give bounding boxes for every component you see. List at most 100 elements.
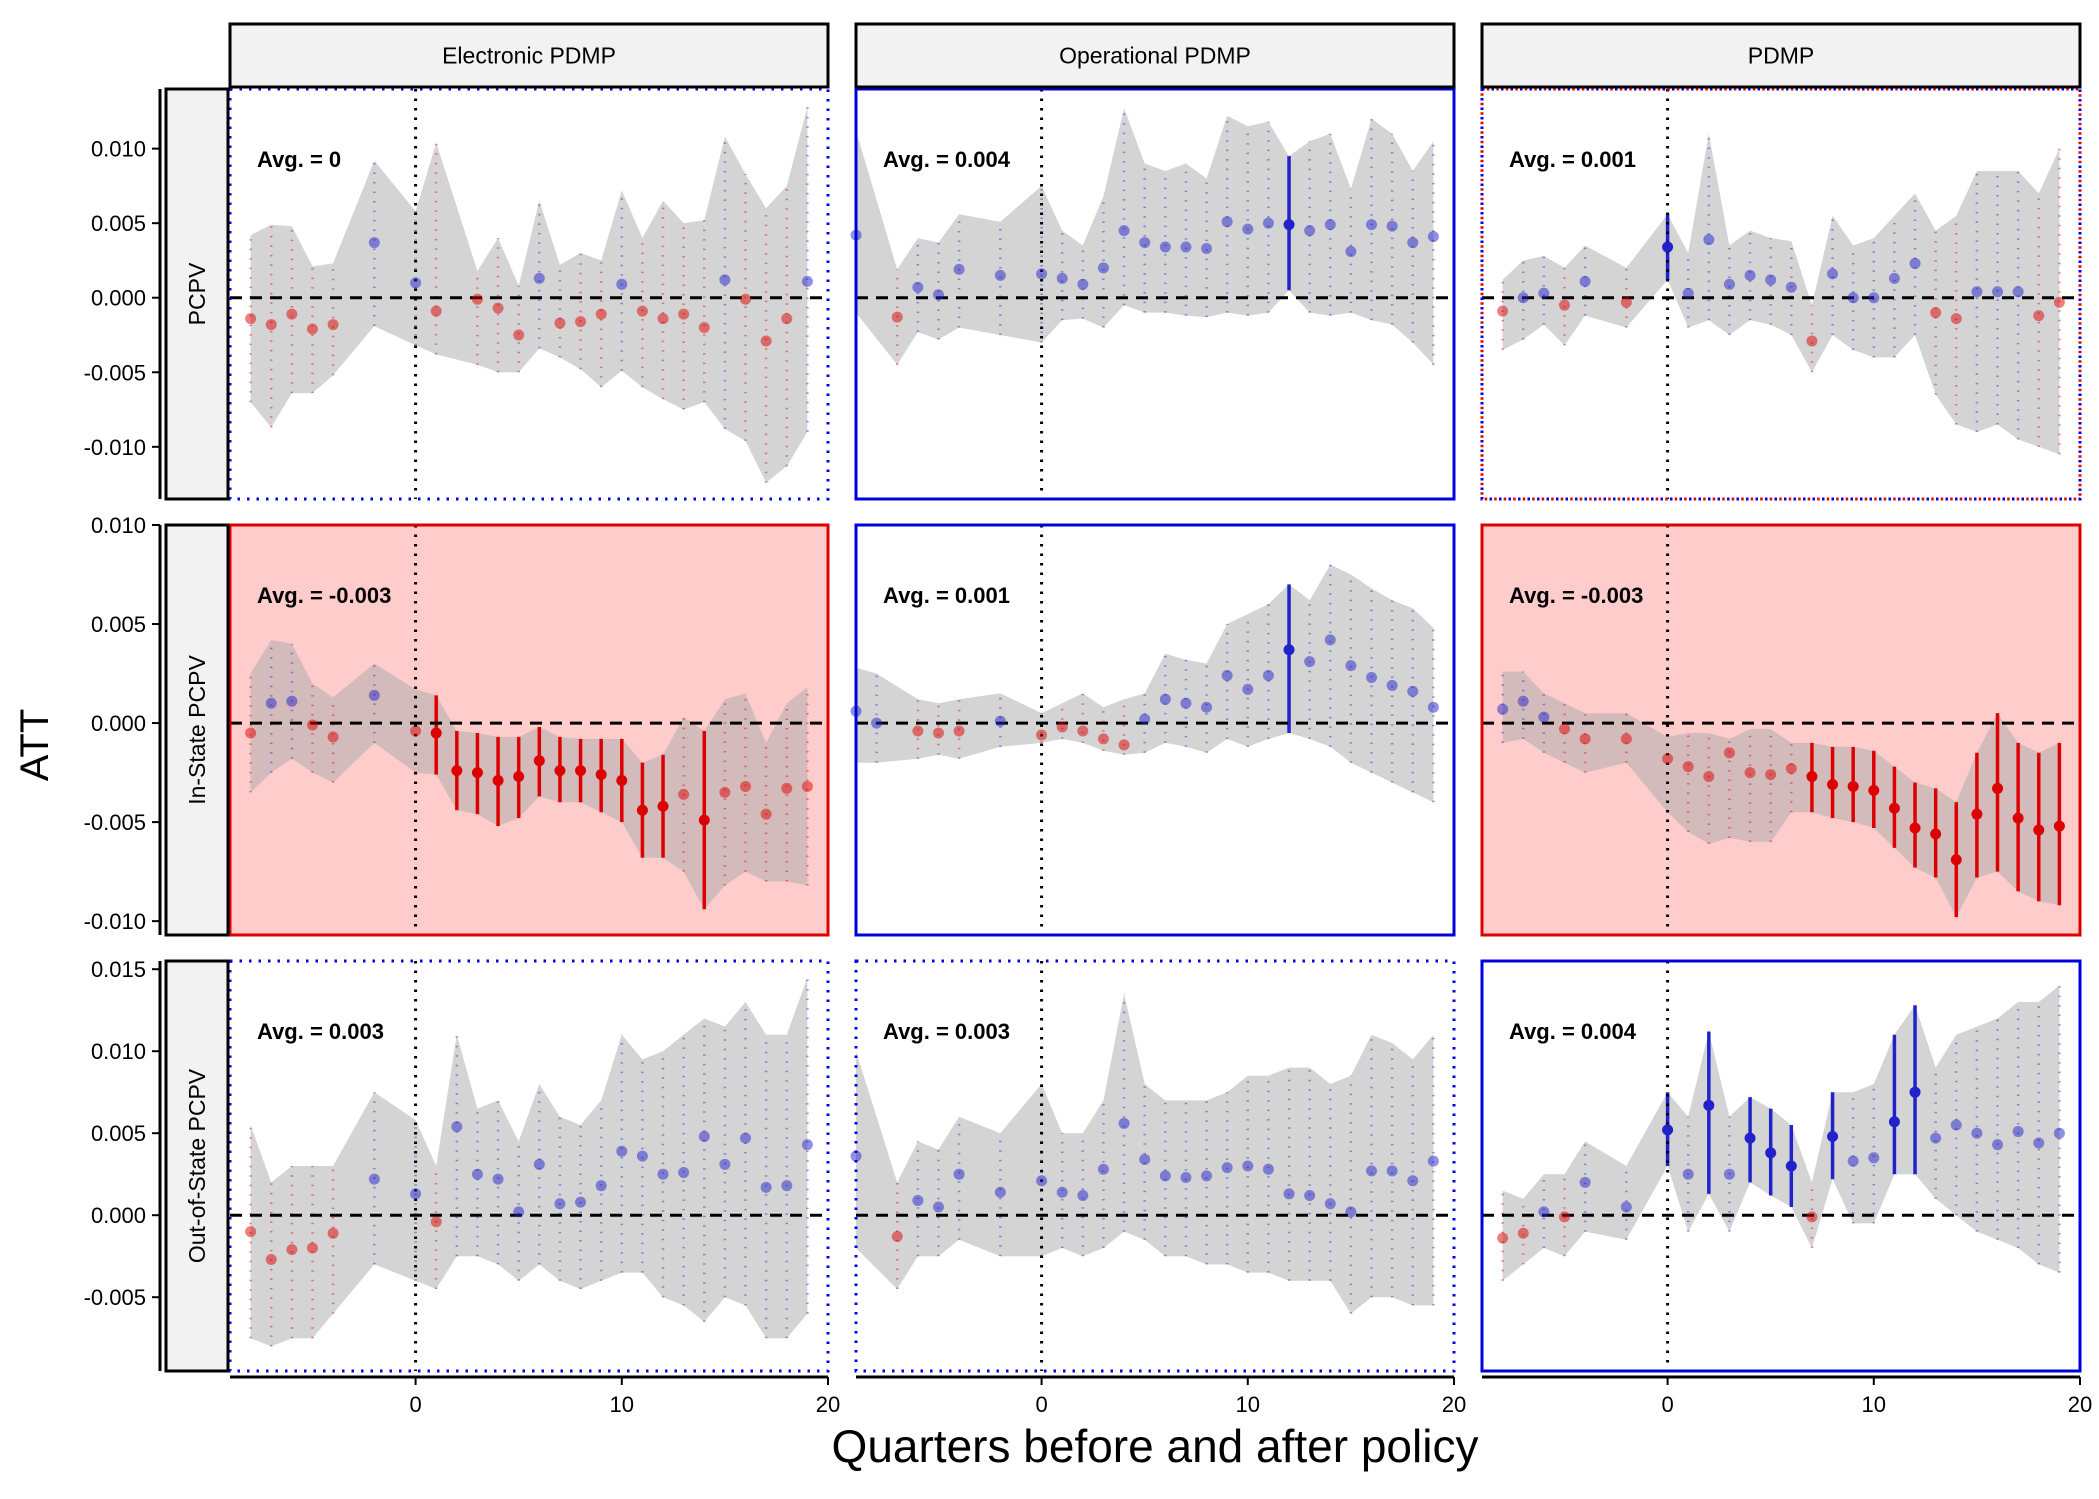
point-estimate xyxy=(1427,701,1439,713)
average-annotation: Avg. = 0.001 xyxy=(883,583,1010,608)
point-estimate xyxy=(1427,231,1439,243)
point-estimate xyxy=(1221,670,1233,682)
point-estimate xyxy=(740,780,752,792)
point-estimate xyxy=(2053,1127,2065,1139)
point-estimate xyxy=(1517,695,1529,707)
y-tick-label: 0.010 xyxy=(91,1039,146,1064)
point-estimate xyxy=(891,1231,903,1243)
point-estimate xyxy=(1242,683,1254,695)
point-estimate xyxy=(1785,763,1797,775)
point-estimate xyxy=(1992,1139,2004,1151)
point-estimate xyxy=(286,695,298,707)
point-estimate xyxy=(1517,1227,1529,1239)
point-estimate xyxy=(1620,733,1632,745)
panel-frame xyxy=(854,523,1456,937)
x-tick-label: 10 xyxy=(1236,1392,1260,1417)
point-estimate xyxy=(2012,812,2024,824)
point-estimate xyxy=(801,1139,813,1151)
facet-panel: Avg. = 0.003 xyxy=(850,959,1456,1373)
point-estimate xyxy=(575,1196,587,1208)
facet-panel: Avg. = -0.003 xyxy=(1480,523,2082,937)
point-estimate xyxy=(1662,753,1674,765)
x-axis-title: Quarters before and after policy xyxy=(832,1420,1479,1472)
point-estimate xyxy=(1909,1086,1921,1098)
point-estimate xyxy=(1056,272,1068,284)
point-estimate xyxy=(616,278,628,290)
x-tick-label: 20 xyxy=(816,1392,840,1417)
point-estimate xyxy=(1036,729,1048,741)
point-estimate xyxy=(678,308,690,320)
point-estimate xyxy=(1723,747,1735,759)
point-estimate xyxy=(740,293,752,305)
point-estimate xyxy=(1386,679,1398,691)
point-estimate xyxy=(1538,711,1550,723)
point-estimate xyxy=(1324,634,1336,646)
point-estimate xyxy=(410,725,422,737)
facet-panel: Avg. = 0.003 xyxy=(228,959,830,1373)
point-estimate xyxy=(1497,305,1509,317)
confidence-band xyxy=(856,993,1434,1314)
point-estimate xyxy=(1180,697,1192,709)
point-estimate xyxy=(781,313,793,325)
point-estimate xyxy=(1744,269,1756,281)
point-estimate xyxy=(513,771,525,783)
point-estimate xyxy=(1180,241,1192,253)
point-estimate xyxy=(616,1145,628,1157)
point-estimate xyxy=(657,1168,669,1180)
point-estimate xyxy=(1909,257,1921,269)
point-estimate xyxy=(994,269,1006,281)
point-estimate xyxy=(1950,313,1962,325)
y-tick-label: -0.010 xyxy=(84,435,146,460)
point-estimate xyxy=(1682,287,1694,299)
y-tick-label: -0.005 xyxy=(84,810,146,835)
point-estimate xyxy=(781,782,793,794)
point-estimate xyxy=(1386,1165,1398,1177)
point-estimate xyxy=(1201,243,1213,255)
point-estimate xyxy=(1407,237,1419,249)
point-estimate xyxy=(1077,725,1089,737)
facet-panel: Avg. = 0.004 xyxy=(850,87,1456,501)
point-estimate xyxy=(368,1173,380,1185)
point-estimate xyxy=(1304,225,1316,237)
point-estimate xyxy=(932,727,944,739)
point-estimate xyxy=(1992,782,2004,794)
point-estimate xyxy=(932,1201,944,1213)
y-tick-label: -0.005 xyxy=(84,360,146,385)
point-estimate xyxy=(1497,703,1509,715)
point-estimate xyxy=(994,1186,1006,1198)
point-estimate xyxy=(1827,268,1839,280)
facet-panel: Avg. = 0 xyxy=(228,87,830,501)
point-estimate xyxy=(636,804,648,816)
point-estimate xyxy=(306,719,318,731)
point-estimate xyxy=(1118,739,1130,751)
point-estimate xyxy=(719,786,731,798)
point-estimate xyxy=(1262,670,1274,682)
point-estimate xyxy=(554,765,566,777)
point-estimate xyxy=(1180,1171,1192,1183)
point-estimate xyxy=(1579,733,1591,745)
average-annotation: Avg. = 0.004 xyxy=(1509,1019,1637,1044)
row-strip xyxy=(164,523,230,937)
x-tick-label: 0 xyxy=(409,1392,421,1417)
point-estimate xyxy=(533,272,545,284)
point-estimate xyxy=(492,1173,504,1185)
point-estimate xyxy=(1744,767,1756,779)
y-tick-label: 0.000 xyxy=(91,1203,146,1228)
point-estimate xyxy=(1036,1175,1048,1187)
point-estimate xyxy=(1723,278,1735,290)
point-estimate xyxy=(1221,216,1233,228)
point-estimate xyxy=(1097,1163,1109,1175)
point-estimate xyxy=(245,1226,257,1238)
point-estimate xyxy=(1118,225,1130,237)
point-estimate xyxy=(1159,693,1171,705)
confidence-band xyxy=(1502,671,2060,918)
point-estimate xyxy=(451,765,463,777)
point-estimate xyxy=(1283,644,1295,656)
x-tick-label: 10 xyxy=(610,1392,634,1417)
point-estimate xyxy=(1950,854,1962,866)
point-estimate xyxy=(1744,1132,1756,1144)
point-estimate xyxy=(1056,1186,1068,1198)
y-tick-label: 0.000 xyxy=(91,286,146,311)
panel-frame xyxy=(1480,959,2082,1373)
point-estimate xyxy=(1847,780,1859,792)
